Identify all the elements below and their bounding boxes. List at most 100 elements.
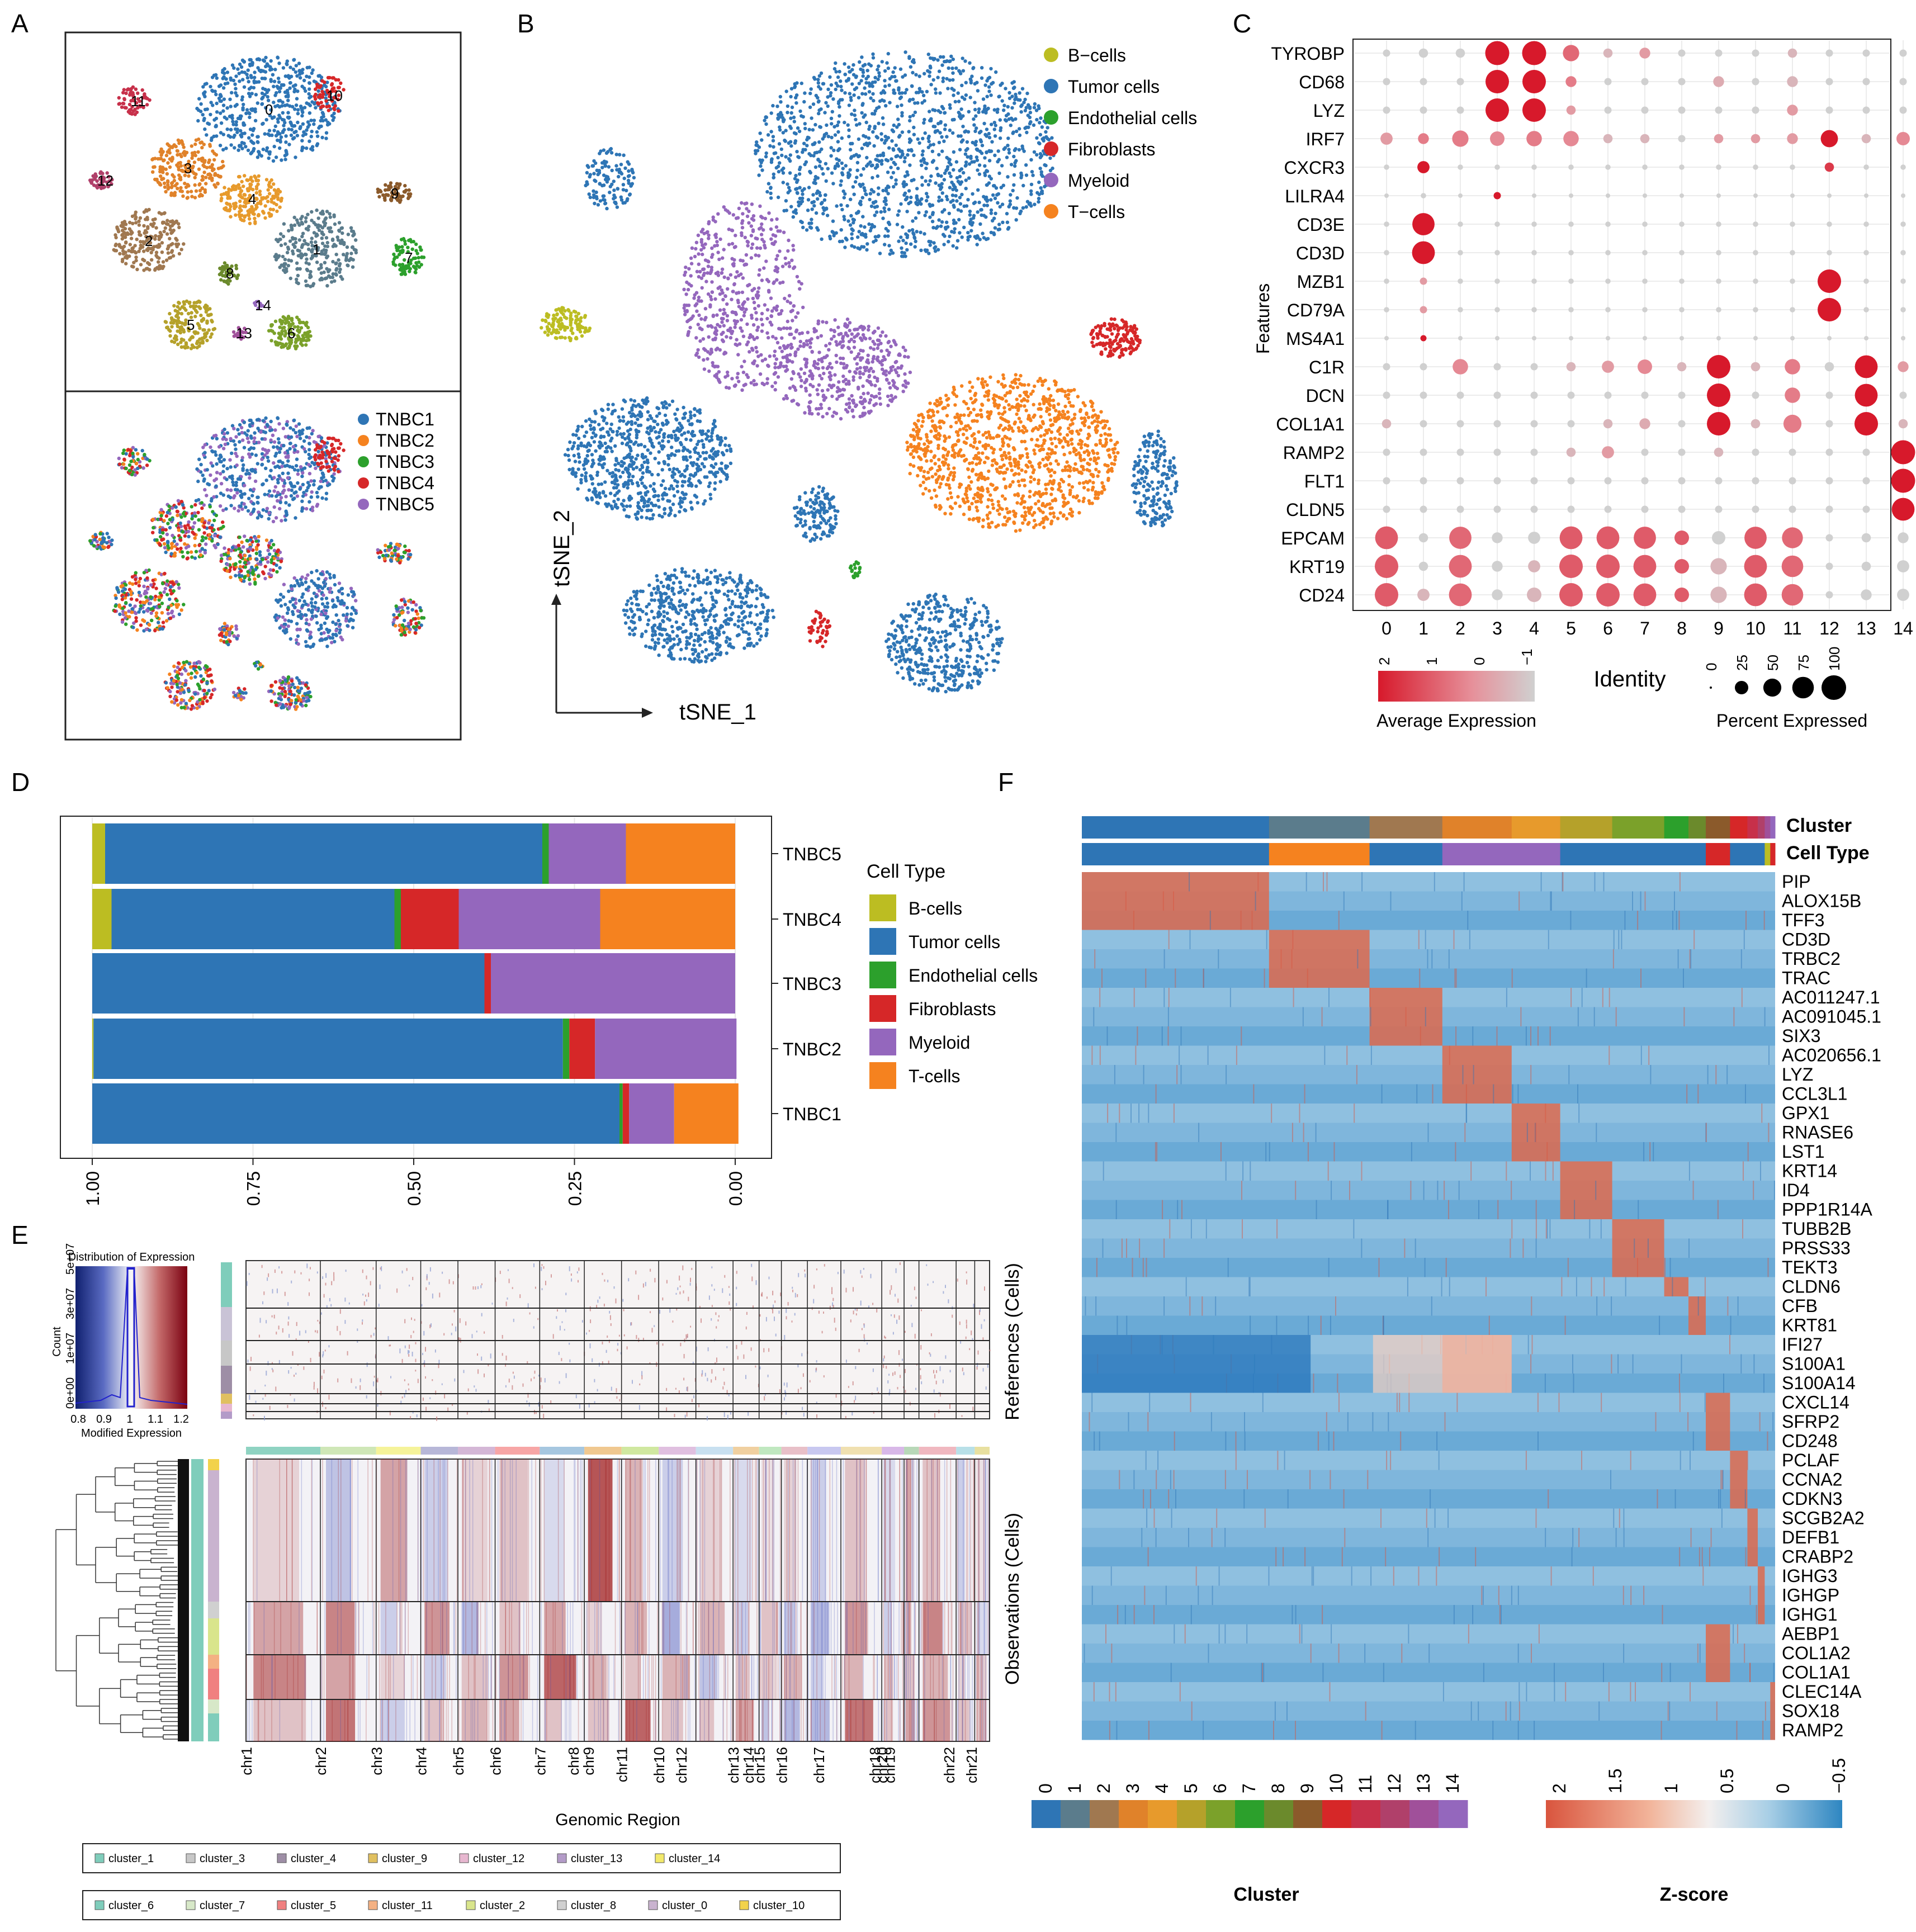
cluster-point <box>292 136 296 140</box>
cluster-point <box>268 207 272 211</box>
cluster-point <box>414 249 418 253</box>
tsne-point <box>965 140 969 144</box>
tsne-point <box>809 87 813 91</box>
cluster-point <box>307 92 311 96</box>
cluster-point <box>292 124 297 128</box>
cluster-point <box>274 134 278 138</box>
cluster-point <box>288 104 292 108</box>
sample-point <box>326 436 330 441</box>
sample-point <box>323 605 327 609</box>
tsne-point <box>879 162 884 166</box>
cluster-point <box>170 339 174 343</box>
sample-point <box>269 468 273 472</box>
cluster-point <box>321 112 325 116</box>
sample-point <box>302 447 306 451</box>
cluster-point <box>163 211 167 215</box>
cluster-point <box>296 328 300 333</box>
sample-point <box>157 621 160 624</box>
cluster-point <box>377 195 381 199</box>
cluster-point <box>155 177 159 182</box>
cluster-point <box>243 123 247 127</box>
sample-point <box>280 465 284 468</box>
cluster-point <box>285 250 290 254</box>
tsne-point <box>939 224 943 228</box>
cluster-point <box>198 337 202 341</box>
cluster-point <box>254 178 258 183</box>
cluster-point <box>170 184 174 188</box>
sample-point <box>328 455 332 459</box>
sample-point <box>241 438 245 442</box>
cluster-point <box>274 253 278 257</box>
sample-point <box>290 679 294 683</box>
sample-point <box>274 516 278 520</box>
sample-point <box>142 584 146 589</box>
sample-point <box>330 437 334 441</box>
sample-point <box>217 457 221 461</box>
sample-point <box>346 593 351 597</box>
sample-point <box>131 582 135 586</box>
tsne-point <box>974 114 978 118</box>
cluster-point <box>234 213 238 217</box>
sample-point <box>257 513 262 517</box>
sample-point <box>248 582 252 586</box>
sample-point <box>422 616 426 620</box>
tsne-point <box>967 176 971 180</box>
cluster-point <box>339 274 343 279</box>
sample-point <box>223 546 226 550</box>
cluster-point <box>145 248 149 252</box>
cluster-point <box>320 116 324 120</box>
cluster-point <box>330 238 335 242</box>
tsne-point <box>771 135 775 139</box>
sample-point <box>164 514 169 518</box>
cluster-point <box>228 279 232 283</box>
sample-point <box>317 486 321 490</box>
tsne-point <box>838 239 842 244</box>
cluster-point <box>201 341 205 345</box>
sample-point <box>384 543 387 547</box>
sample-point <box>165 593 169 596</box>
sample-point <box>239 504 243 508</box>
tsne-point <box>840 207 844 212</box>
cluster-point <box>317 228 321 232</box>
cluster-point <box>338 262 342 266</box>
cluster-label-4: 4 <box>248 191 256 207</box>
cluster-label-10: 10 <box>327 87 343 104</box>
sample-point <box>202 695 206 700</box>
tsne-point <box>1021 183 1025 188</box>
sample-point <box>178 691 182 695</box>
cluster-point <box>165 325 169 329</box>
cluster-point <box>349 257 353 261</box>
sample-point <box>117 462 122 466</box>
sample-point <box>228 633 231 637</box>
cluster-point <box>269 339 273 343</box>
cluster-point <box>235 93 239 98</box>
sample-point <box>145 463 149 467</box>
cluster-point <box>406 250 410 254</box>
cluster-point <box>124 233 128 236</box>
cluster-point <box>277 80 281 84</box>
cluster-point <box>182 345 186 349</box>
sample-point <box>257 441 261 444</box>
sample-point <box>272 445 276 449</box>
cluster-point <box>310 148 315 152</box>
tsne-point <box>776 195 780 200</box>
tsne-point <box>819 107 823 111</box>
tsne-point <box>860 146 864 150</box>
sample-point <box>269 546 273 550</box>
cluster-point <box>225 263 229 268</box>
cluster-point <box>234 267 239 271</box>
sample-point <box>287 706 291 711</box>
sample-point <box>247 471 251 476</box>
cluster-point <box>166 161 170 165</box>
tsne-point <box>922 72 926 75</box>
cluster-point <box>296 89 300 93</box>
cluster-point <box>263 93 267 97</box>
sample-point <box>205 699 209 703</box>
tsne-point <box>784 155 788 159</box>
cluster-point <box>242 102 245 107</box>
sample-point <box>305 435 309 439</box>
sample-point <box>304 683 307 687</box>
cluster-point <box>330 76 334 80</box>
sample-point <box>176 670 179 674</box>
cluster-point <box>127 254 131 258</box>
